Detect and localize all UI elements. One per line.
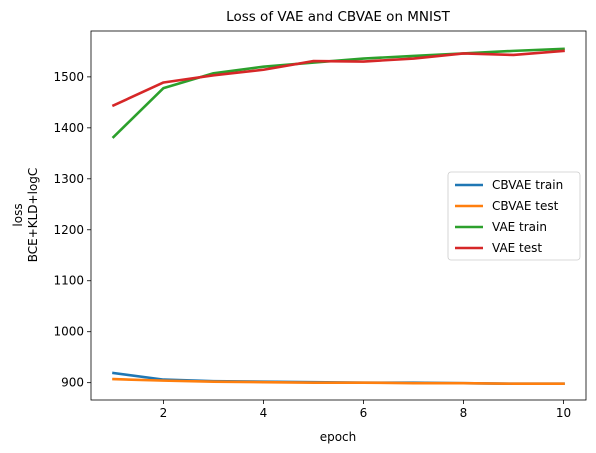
chart-title: Loss of VAE and CBVAE on MNIST: [226, 9, 450, 25]
x-tick-label: 10: [556, 406, 571, 420]
x-tick-label: 2: [160, 406, 168, 420]
legend-label-vae-train: VAE train: [492, 220, 547, 234]
y-axis-label-line-1: loss: [11, 203, 25, 226]
legend-box: [447, 171, 581, 261]
legend: CBVAE train CBVAE test VAE train VAE test: [447, 171, 581, 261]
y-tick-label: 1000: [53, 325, 84, 339]
y-tick-label: 1400: [53, 121, 84, 135]
x-tick-label: 8: [460, 406, 468, 420]
legend-label-cbvae-test: CBVAE test: [492, 199, 559, 213]
y-axis-label-line-2: BCE+KLD+logC: [26, 168, 40, 263]
x-tick-label: 4: [260, 406, 268, 420]
plot-border: [90, 30, 587, 401]
x-axis-ticks: 2 4 6 8 10: [160, 400, 571, 420]
x-tick-label: 6: [360, 406, 368, 420]
x-axis-label: epoch: [320, 430, 357, 444]
y-tick-label: 900: [61, 376, 84, 390]
series-line-vae-test: [111, 49, 565, 108]
legend-label-cbvae-train: CBVAE train: [492, 178, 563, 192]
y-axis-ticks: 900 1000 1100 1200 1300 1400 1500: [53, 70, 91, 390]
y-tick-label: 1200: [53, 223, 84, 237]
legend-label-vae-test: VAE test: [492, 241, 542, 255]
y-tick-label: 1300: [53, 172, 84, 186]
series-line-cbvae-test: [112, 377, 565, 385]
y-tick-label: 1500: [53, 70, 84, 84]
y-tick-label: 1100: [53, 274, 84, 288]
series-layer: [111, 47, 565, 385]
